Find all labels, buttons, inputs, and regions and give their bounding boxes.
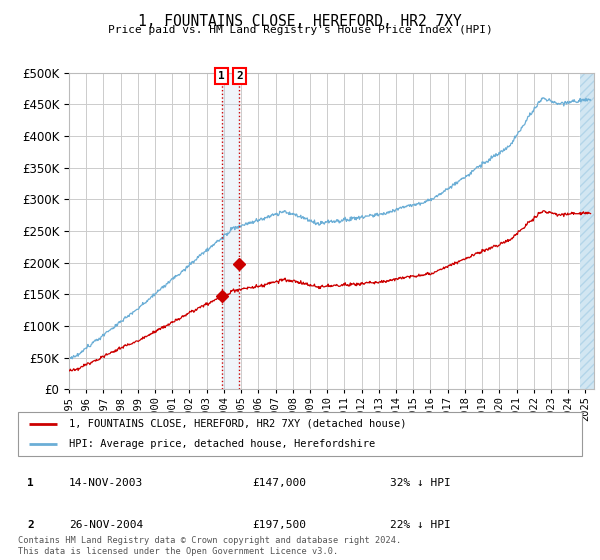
Text: £147,000: £147,000: [252, 478, 306, 488]
Text: 26-NOV-2004: 26-NOV-2004: [69, 520, 143, 530]
Text: 1, FOUNTAINS CLOSE, HEREFORD, HR2 7XY (detached house): 1, FOUNTAINS CLOSE, HEREFORD, HR2 7XY (d…: [69, 419, 406, 429]
Text: 2: 2: [27, 520, 34, 530]
Text: Price paid vs. HM Land Registry's House Price Index (HPI): Price paid vs. HM Land Registry's House …: [107, 25, 493, 35]
Text: Contains HM Land Registry data © Crown copyright and database right 2024.
This d: Contains HM Land Registry data © Crown c…: [18, 536, 401, 556]
Text: 1: 1: [218, 71, 225, 81]
Text: £197,500: £197,500: [252, 520, 306, 530]
Text: HPI: Average price, detached house, Herefordshire: HPI: Average price, detached house, Here…: [69, 439, 375, 449]
Text: 22% ↓ HPI: 22% ↓ HPI: [390, 520, 451, 530]
FancyBboxPatch shape: [18, 412, 582, 456]
Text: 1: 1: [27, 478, 34, 488]
Text: 1, FOUNTAINS CLOSE, HEREFORD, HR2 7XY: 1, FOUNTAINS CLOSE, HEREFORD, HR2 7XY: [138, 14, 462, 29]
Bar: [580, 73, 594, 389]
Text: 32% ↓ HPI: 32% ↓ HPI: [390, 478, 451, 488]
Text: 2: 2: [236, 71, 243, 81]
Text: 14-NOV-2003: 14-NOV-2003: [69, 478, 143, 488]
Bar: [580, 73, 594, 389]
Bar: [221, 73, 239, 389]
